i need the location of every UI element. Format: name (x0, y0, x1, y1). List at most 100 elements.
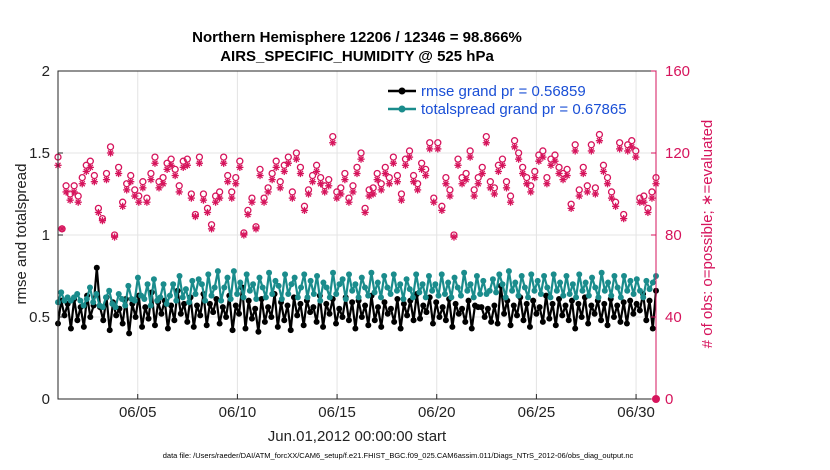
obs-possible-point (409, 171, 418, 180)
obs-evaluated-point (236, 163, 244, 171)
rmse-point (468, 325, 475, 332)
obs-possible-point (462, 169, 470, 178)
spread-point (512, 279, 519, 286)
spread-point (227, 295, 234, 302)
spread-point (393, 287, 400, 294)
spread-point (384, 284, 391, 291)
rmse-spread-series (55, 264, 659, 337)
asterisk-stroke (228, 195, 235, 202)
rmse-point (284, 302, 291, 309)
obs-evaluated-point (434, 145, 442, 153)
obs-evaluated-point (248, 198, 256, 206)
asterisk-stroke (644, 209, 651, 216)
obs-possible-point (442, 173, 450, 182)
obs-evaluated-point (216, 194, 224, 202)
obs-possible-point (498, 155, 507, 163)
obs-evaluated-point (296, 169, 305, 178)
obs-evaluated-point (426, 145, 434, 153)
spread-point (528, 271, 535, 278)
obs-evaluated-point (442, 180, 450, 188)
rmse-point (501, 310, 508, 317)
legend: rmse grand pr = 0.56859 totalspread gran… (388, 83, 627, 118)
x-tick-label: 06/30 (617, 404, 655, 421)
asterisk-stroke (596, 137, 603, 144)
asterisk-stroke (309, 178, 316, 185)
rmse-point (562, 302, 569, 309)
obs-possible-point (579, 163, 587, 172)
spread-point (461, 269, 468, 276)
spread-point (371, 289, 378, 296)
rmse-point (643, 317, 650, 324)
spread-point (106, 287, 113, 294)
rmse-point (339, 314, 346, 320)
obs-evaluated-point (531, 174, 539, 182)
rmse-point (400, 300, 407, 307)
spread-point (131, 297, 138, 304)
spread-point (358, 274, 365, 281)
rmse-point (106, 327, 113, 334)
spread-point (259, 284, 266, 291)
obs-possible-point (482, 132, 490, 141)
obs-evaluated-point (90, 178, 98, 186)
obs-evaluated-point (58, 225, 66, 233)
rmse-point (530, 297, 537, 304)
obs-evaluated-point (519, 169, 527, 178)
spread-point (518, 273, 525, 279)
obs-evaluated-point (228, 194, 236, 202)
obs-evaluated-point (264, 188, 272, 196)
asterisk-stroke (71, 188, 78, 195)
spread-point (541, 273, 548, 279)
obs-evaluated-point (312, 167, 321, 176)
asterisk-stroke (103, 176, 110, 183)
asterisk-stroke (99, 217, 106, 224)
obs-evaluated-point (603, 180, 612, 188)
spread-point (409, 294, 416, 301)
asterisk-stroke (135, 199, 142, 206)
spread-point (58, 289, 65, 296)
obs-evaluated-point (143, 198, 151, 206)
asterisk-stroke (131, 193, 138, 200)
spread-point (614, 284, 621, 291)
asterisk-stroke (329, 139, 336, 146)
rmse-point (93, 264, 100, 271)
obs-possible-point (434, 139, 442, 147)
obs-evaluated-point (539, 153, 547, 161)
rmse-point (119, 320, 126, 327)
asterisk-stroke (281, 168, 288, 175)
rmse-point (565, 317, 572, 324)
spread-point (160, 281, 167, 288)
rmse-point (630, 310, 637, 317)
rmse-point (601, 300, 608, 307)
obs-evaluated-point (575, 192, 583, 200)
asterisk-stroke (499, 162, 506, 169)
asterisk-stroke (244, 211, 251, 218)
asterisk-stroke (584, 188, 591, 195)
obs-evaluated-point (191, 212, 199, 221)
asterisk-stroke (394, 178, 401, 185)
rmse-point (494, 320, 501, 327)
obs-evaluated-point (498, 161, 507, 169)
obs-evaluated-point (369, 190, 377, 198)
obs-evaluated-point (304, 190, 313, 198)
obs-evaluated-point (110, 233, 119, 241)
obs-evaluated-point (159, 180, 167, 188)
y-right-tick-label: 160 (665, 63, 690, 80)
obs-evaluated-point (98, 217, 107, 225)
asterisk-stroke (483, 139, 490, 146)
obs-evaluated-point (147, 176, 155, 184)
y-right-tick-label: 0 (665, 391, 673, 408)
obs-possible-point (426, 139, 434, 147)
obs-evaluated-point (567, 204, 575, 212)
obs-evaluated-point (349, 188, 357, 196)
asterisk-stroke (370, 191, 377, 197)
spread-point (278, 295, 285, 302)
obs-evaluated-point (135, 198, 143, 206)
rmse-point (229, 327, 236, 334)
spread-point (198, 281, 205, 288)
rmse-point (362, 302, 369, 309)
rmse-point (365, 322, 372, 329)
spread-point (525, 294, 532, 301)
rmse-point (245, 297, 252, 304)
rmse-point (484, 305, 491, 312)
